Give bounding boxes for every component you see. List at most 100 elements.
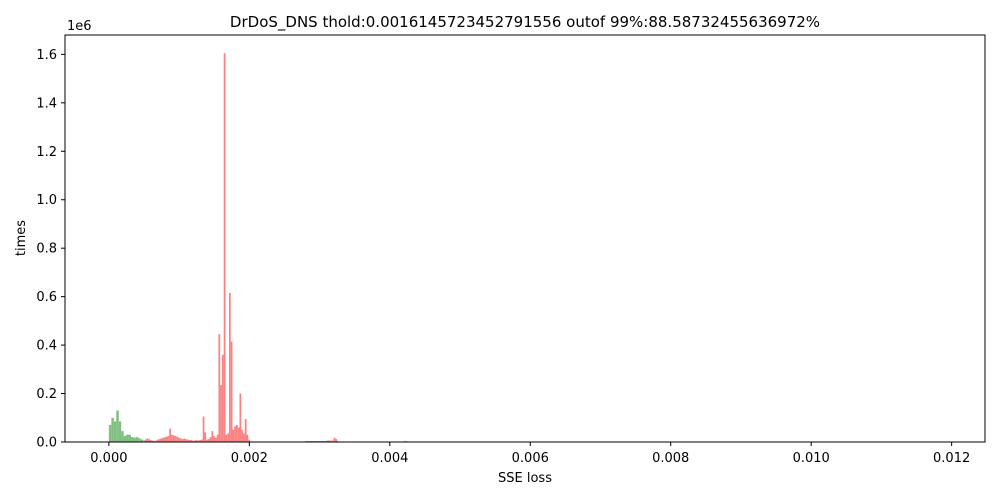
histogram-bar-0-29 [195,440,198,442]
y-tick-label: 1.6 [36,48,57,63]
histogram-bar-1-2 [113,421,117,442]
histogram-bar-0-63 [335,439,338,442]
y-tick-label: 1.0 [36,193,57,208]
histogram-bar-0-54 [239,393,242,442]
histogram-bar-0-25 [188,440,191,442]
histogram-bar-0-45 [223,53,226,443]
histogram-bar-1-0 [108,425,112,442]
histogram-bar-0-42 [218,334,221,442]
histogram-bar-0-10 [162,437,165,442]
y-tick-label: 0.4 [36,339,57,354]
histogram-bar-0-51 [234,426,237,442]
histogram-bar-0-7 [157,439,159,442]
x-tick-label: 0.002 [231,451,268,466]
histogram-bar-0-44 [221,354,224,442]
histogram-bar-0-24 [186,439,189,442]
histogram-bar-1-4 [118,421,122,442]
histogram-bar-0-8 [158,439,161,442]
histogram-bar-0-47 [227,433,229,442]
histogram-bar-0-38 [211,431,214,442]
histogram-bar-0-57 [244,418,247,442]
histogram-bar-0-21 [181,439,184,442]
histogram-bar-0-58 [246,434,249,442]
x-tick-label: 0.012 [933,451,970,466]
x-tick-label: 0.004 [371,451,408,466]
y-axis-ticks: 0.0 0.2 0.4 0.6 0.8 1.0 1.2 1.4 1.6 [36,48,65,451]
histogram-bar-0-9 [160,438,163,442]
histogram-bar-0-33 [202,416,205,442]
histogram-bar-0-6 [155,440,157,442]
histogram-bar-1-12 [138,438,141,442]
histogram-bar-0-49 [230,341,233,442]
histogram-bar-0-35 [206,439,208,442]
histogram-bar-0-43 [220,385,222,442]
x-tick-label: 0.000 [90,451,127,466]
histogram-bar-0-4 [151,440,154,442]
histogram-bar-0-52 [236,425,238,442]
histogram-bar-0-36 [207,439,210,442]
y-tick-label: 1.4 [36,96,57,111]
histogram-bar-0-15 [171,434,173,442]
histogram-bar-0-48 [228,293,231,442]
x-axis-title: SSE loss [498,471,552,486]
y-multiplier-label: 1e6 [67,19,92,34]
histogram-bar-0-61 [326,440,334,442]
histogram-bar-0-56 [243,433,245,442]
histogram-bar-1-1 [111,417,114,442]
histogram-bar-0-17 [174,435,177,442]
histogram-bar-0-27 [192,440,194,442]
y-axis-title: times [14,220,29,256]
y-tick-label: 0.8 [36,242,57,257]
histogram-bar-1-10 [133,437,136,442]
histogram-bar-0-20 [179,438,182,442]
histogram-bar-0-37 [209,437,212,442]
histogram-bar-0-50 [232,429,235,442]
histogram-bar-1-5 [121,431,124,442]
histogram-bars [108,53,407,443]
histogram-bar-0-16 [172,435,175,442]
x-tick-label: 0.006 [512,451,549,466]
histogram-bar-0-55 [241,429,244,442]
histogram-bar-0-1 [146,438,149,442]
histogram-bar-1-14 [143,440,146,442]
histogram-bar-0-32 [200,439,203,442]
y-tick-label: 0.0 [36,436,57,451]
histogram-bar-0-26 [190,440,193,442]
histogram-bar-1-6 [123,435,127,442]
histogram-bar-0-14 [169,428,172,442]
histogram-bar-0-62 [333,437,336,442]
histogram-bar-0-40 [214,437,217,442]
histogram-bar-1-11 [135,437,139,442]
histogram-bar-0-13 [167,435,170,442]
histogram-bar-0-3 [149,440,152,442]
histogram-bar-0-2 [148,439,150,442]
histogram-bar-0-30 [197,440,200,442]
histogram-bar-0-22 [183,438,186,442]
plot-frame [64,34,986,443]
x-tick-label: 0.010 [793,451,830,466]
histogram-bar-0-31 [199,440,201,442]
chart-title: DrDoS_DNS thold:0.0016145723452791556 ou… [230,13,820,32]
histogram-bar-0-59 [248,439,251,442]
histogram-bar-1-7 [126,434,129,442]
histogram-bar-0-34 [204,432,207,442]
histogram-bar-1-9 [131,437,134,442]
x-tick-label: 0.008 [652,451,689,466]
y-tick-label: 0.6 [36,290,57,305]
histogram-bar-0-39 [213,435,215,442]
histogram-bar-0-41 [216,434,219,442]
histogram-bar-0-18 [176,436,179,442]
histogram-bar-0-12 [165,436,168,442]
y-tick-label: 0.2 [36,387,57,402]
y-tick-label: 1.2 [36,145,57,160]
histogram-bar-0-11 [164,437,166,442]
histogram-bar-0-28 [193,440,196,442]
histogram-bar-0-5 [153,440,156,442]
histogram-bar-1-13 [140,439,144,442]
histogram-bar-1-8 [128,434,132,442]
histogram-bar-0-23 [185,439,187,442]
x-axis-ticks: 0.000 0.002 0.004 0.006 0.008 0.010 0.012 [90,442,970,466]
histogram-bar-0-19 [178,437,180,442]
histogram-bar-0-53 [237,427,240,442]
